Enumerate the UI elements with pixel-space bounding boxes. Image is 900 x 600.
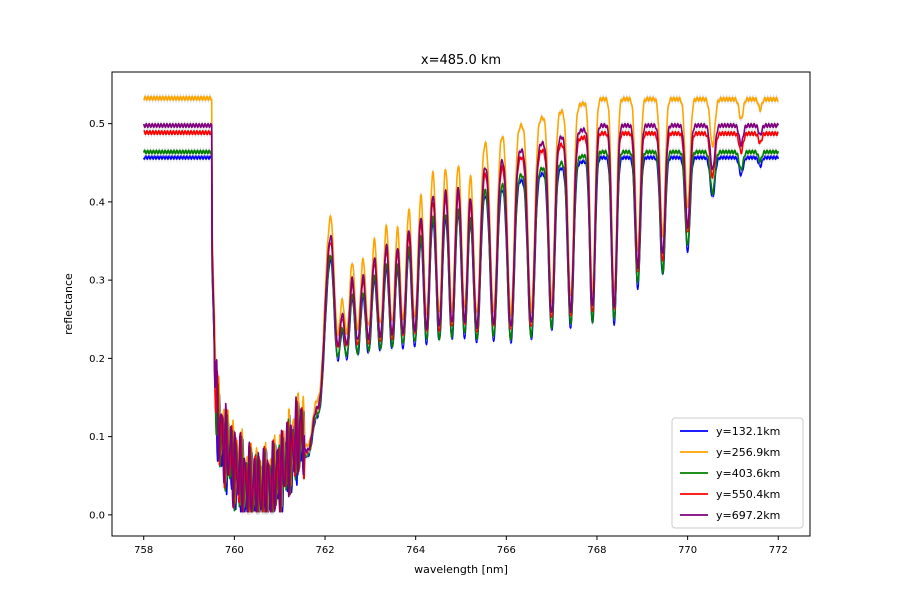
y-tick-label: 0.0 <box>89 510 105 521</box>
y-tick-label: 0.1 <box>89 432 105 443</box>
legend-entry: y=550.4km <box>716 488 780 501</box>
legend-entry: y=403.6km <box>716 467 780 480</box>
y-tick-label: 0.2 <box>89 354 105 365</box>
y-tick-label: 0.5 <box>89 119 105 130</box>
x-tick-label: 764 <box>406 545 425 556</box>
x-tick-label: 770 <box>678 545 697 556</box>
legend-entry: y=697.2km <box>716 509 780 522</box>
y-axis-ticks: 0.0 0.1 0.2 0.3 0.4 0.5 <box>89 119 112 521</box>
y-axis-label: reflectance <box>62 273 75 335</box>
legend: y=132.1km y=256.9km y=403.6km y=550.4km y=69… <box>671 417 804 529</box>
series-lines <box>142 93 780 515</box>
x-axis-ticks: 758 760 762 764 766 768 770 772 <box>134 536 788 556</box>
x-tick-label: 766 <box>497 545 516 556</box>
plot-frame <box>111 71 811 537</box>
legend-entry: y=256.9km <box>716 446 780 459</box>
y-tick-label: 0.3 <box>89 276 105 287</box>
x-tick-label: 758 <box>134 545 153 556</box>
legend-box <box>671 417 804 529</box>
x-tick-label: 772 <box>769 545 788 556</box>
x-axis-label: wavelength [nm] <box>414 563 508 576</box>
x-tick-label: 762 <box>315 545 334 556</box>
y-tick-label: 0.4 <box>89 197 105 208</box>
x-tick-label: 768 <box>587 545 606 556</box>
series-line <box>142 122 780 513</box>
chart-title: x=485.0 km <box>421 53 501 68</box>
x-tick-label: 760 <box>225 545 244 556</box>
legend-entry: y=132.1km <box>716 425 780 438</box>
